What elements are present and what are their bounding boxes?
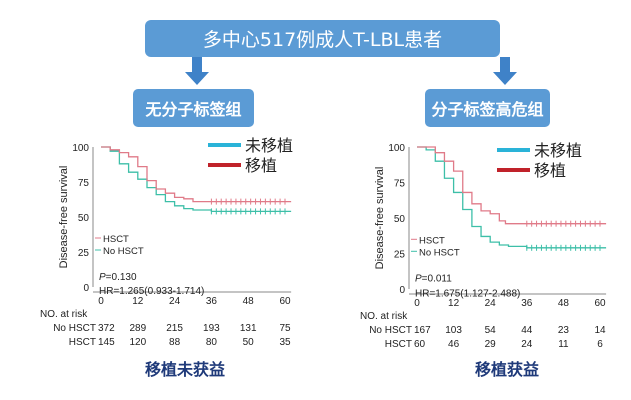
risk-value: 35 [279,337,291,348]
risk-value: 29 [485,339,497,350]
x-tick-label: 48 [558,298,570,309]
x-tick-label: 48 [243,296,255,307]
p-value: P=0.130 [99,272,137,283]
risk-row-label: No HSCT [369,325,412,336]
x-tick-label: 36 [206,296,218,307]
down-arrow-icon [493,57,517,85]
risk-value: 14 [594,325,606,336]
risk-table-header: NO. at risk [40,309,88,320]
risk-value: 44 [521,325,533,336]
x-tick-label: 12 [132,296,144,307]
risk-value: 289 [129,323,146,334]
y-tick-label: 50 [78,213,90,224]
risk-value: 215 [166,323,183,334]
legend-label-hsct: 移植 [245,157,277,175]
down-arrow-icon [185,57,209,85]
risk-value: 88 [169,337,181,348]
risk-value: 103 [445,325,462,336]
x-tick-label: 12 [448,298,460,309]
risk-row-label: HSCT [69,337,96,348]
y-tick-label: 75 [78,178,90,189]
risk-value: 145 [98,337,115,348]
x-tick-label: 60 [279,296,291,307]
legend-label-hsct: 移植 [534,162,566,180]
p-value: P=0.011 [415,274,452,285]
x-tick-label: 24 [169,296,181,307]
risk-row-label: HSCT [385,339,412,350]
risk-value: 54 [485,325,497,336]
risk-value: 131 [240,323,257,334]
risk-value: 167 [414,325,431,336]
x-tick-label: 60 [594,298,606,309]
risk-value: 60 [414,339,426,350]
km-curve-hsct [101,146,292,203]
y-tick-label: 100 [388,143,405,154]
risk-value: 120 [129,337,146,348]
y-tick-label: 25 [394,250,406,261]
km-curve-no-hsct [101,146,292,213]
risk-value: 372 [98,323,115,334]
hazard-ratio: HR=1.675(1.127-2.488) [415,288,520,299]
legend-small-no-hsct: No HSCT [103,246,144,257]
y-tick-label: 0 [399,285,405,296]
y-axis-label: Disease-free survival [374,167,386,270]
x-tick-label: 36 [521,298,533,309]
cohort-banner: 多中心517例成人T-LBL患者 [145,20,500,57]
group-box-high-risk: 分子标签高危组 [425,89,550,127]
y-tick-label: 100 [72,143,89,154]
risk-row-label: No HSCT [53,323,96,334]
hazard-ratio: HR=1.265(0.933-1.714) [99,286,204,297]
group-box-no-signature: 无分子标签组 [133,89,254,127]
risk-value: 80 [206,337,218,348]
x-tick-label: 24 [485,298,497,309]
risk-value: 6 [597,339,603,350]
risk-table-header: NO. at risk [360,311,408,322]
legend-small-hsct: HSCT [419,235,445,246]
y-tick-label: 25 [78,248,90,259]
legend-label-no-hsct: 未移植 [534,142,582,160]
legend-small-hsct: HSCT [103,234,129,245]
footer-no-benefit: 移植未获益 [145,360,226,379]
risk-value: 75 [279,323,291,334]
footer-benefit: 移植获益 [475,360,540,379]
risk-value: 50 [243,337,255,348]
risk-value: 11 [558,339,569,350]
legend-label-no-hsct: 未移植 [245,137,293,155]
risk-value: 46 [448,339,460,350]
risk-value: 193 [203,323,220,334]
y-tick-label: 75 [394,179,406,190]
km-curve-hsct [417,146,607,225]
legend-small-no-hsct: No HSCT [419,247,460,258]
risk-value: 24 [521,339,533,350]
y-tick-label: 50 [394,214,406,225]
y-axis-label: Disease-free survival [58,166,70,269]
x-tick-label: 0 [98,296,104,307]
y-tick-label: 0 [83,283,89,294]
x-tick-label: 0 [414,298,420,309]
km-curve-no-hsct [417,146,607,249]
risk-value: 23 [558,325,570,336]
